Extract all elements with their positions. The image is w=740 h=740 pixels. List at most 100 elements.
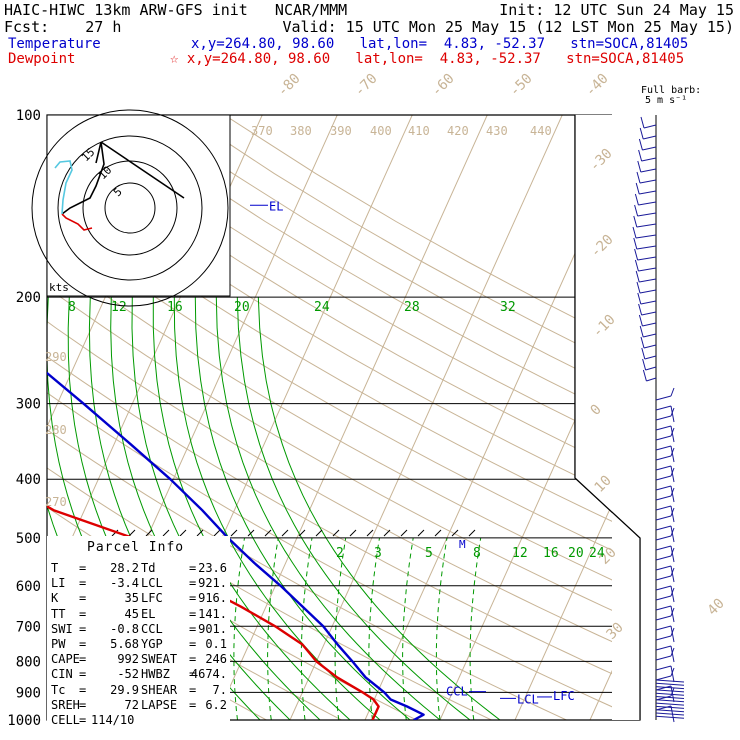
el-label: EL <box>269 199 283 213</box>
wind-barb <box>655 467 675 481</box>
parcel-info-cell: = <box>79 697 87 712</box>
parcel-info-cell: 6.2 <box>205 697 227 712</box>
parcel-info-cell: Td <box>141 561 156 575</box>
parcel-info-cell: = <box>189 697 197 712</box>
theta-label: 410 <box>408 124 430 138</box>
parcel-info-row: TT = 45 EL = 141. <box>51 607 231 622</box>
parcel-info-cell: 4674. <box>190 667 227 682</box>
frame-mask <box>575 115 640 720</box>
parcel-info-cell: = <box>79 606 87 621</box>
theta-label: 390 <box>330 124 352 138</box>
parcel-info-cell: PW <box>51 637 66 651</box>
level-tick-mark <box>298 529 306 537</box>
level-tick-mark <box>128 529 136 537</box>
parcel-info-row: Tc = 29.9 SHEAR = 7. <box>51 683 231 698</box>
level-tick-mark <box>230 529 238 537</box>
mixing-ratio-label: 3 <box>374 546 382 561</box>
parcel-info-cell: LFC <box>141 591 163 606</box>
parcel-info-cell: T <box>51 561 59 575</box>
wind-barb <box>638 314 657 327</box>
moist-adiabat-label: 32 <box>500 300 516 315</box>
hodograph-trace-cyan <box>54 160 73 215</box>
wind-barb <box>655 525 675 543</box>
wind-barb <box>642 358 657 371</box>
valid-time: Valid: 15 UTC Mon 25 May 15 (12 LST Mon … <box>282 18 734 36</box>
hodograph-box <box>46 114 231 297</box>
wind-barb <box>655 585 675 603</box>
level-tick-mark <box>349 529 357 537</box>
init-time: Init: 12 UTC Sun 24 May 15 <box>499 1 734 19</box>
parcel-info-cell: SWEAT <box>141 652 178 667</box>
wind-barb <box>655 665 675 683</box>
isotherm-label: 40 <box>705 596 728 619</box>
parcel-info-cell: = <box>79 561 87 575</box>
pressure-tick-label: 1000 <box>7 713 41 729</box>
theta-label: 400 <box>370 124 392 138</box>
parcel-info-panel: Parcel Info T = 28.2 Td = 23.6 LI = -3.4 LCL = 921.… <box>47 536 231 728</box>
dry-adiabat-line <box>47 253 612 581</box>
parcel-info-row: K = 35 LFC = 916. <box>51 591 231 606</box>
isotherm-label: -40 <box>583 71 612 100</box>
wind-barb <box>655 647 675 661</box>
parcel-info-cell: = <box>79 682 87 697</box>
pressure-tick-label: 500 <box>16 531 41 547</box>
wind-barb <box>655 547 675 561</box>
wind-barb <box>655 627 675 641</box>
moist-adiabat-label: 20 <box>234 300 250 315</box>
mixing-ratio-line <box>435 537 448 720</box>
parcel-info-cell: -0.8 <box>110 621 139 636</box>
wind-barb <box>655 407 675 421</box>
wind-barb <box>655 507 675 521</box>
parcel-info-cell: TT <box>51 606 66 621</box>
parcel-info-cell: = <box>189 621 197 636</box>
wind-barb <box>638 138 657 151</box>
theta-label: 380 <box>290 124 312 138</box>
wind-barb <box>655 667 675 681</box>
ccl-label: CCL <box>446 685 468 699</box>
parcel-info-row: CELL = 114/10 <box>51 713 231 728</box>
parcel-info-cell: SHEAR <box>141 682 178 697</box>
parcel-info-cell: = <box>189 576 197 591</box>
parcel-info-cell: CCL <box>141 621 163 636</box>
wind-barb <box>655 696 685 699</box>
wind-barb <box>641 347 657 360</box>
hodograph-ring <box>31 109 229 307</box>
level-tick-mark <box>366 529 374 537</box>
dry-adiabat-line <box>146 115 612 388</box>
wind-barb <box>655 689 685 693</box>
parcel-info-cell: 916. <box>198 591 227 606</box>
parcel-info-cell: = <box>79 591 87 606</box>
wind-barb <box>655 567 675 581</box>
parcel-info-cell: SREH <box>51 697 80 712</box>
isotherm-label: -80 <box>275 71 304 100</box>
level-tick-mark <box>417 529 425 537</box>
parcel-info-cell: 45 <box>124 606 139 621</box>
level-tick-mark <box>111 529 119 537</box>
parcel-info-cell: 7. <box>212 682 227 697</box>
theta-label-left: 270 <box>45 495 67 509</box>
wind-barb <box>655 505 675 523</box>
level-tick-mark <box>400 529 408 537</box>
parcel-info-cell: = <box>79 713 87 727</box>
wind-barb <box>655 607 675 621</box>
level-tick-mark <box>162 529 170 537</box>
level-tick-mark <box>145 529 153 537</box>
pressure-tick-label: 400 <box>16 472 41 488</box>
pressure-tick-label: 100 <box>16 108 41 124</box>
parcel-info-cell: -52 <box>117 667 139 682</box>
forecast-hour: Fcst: 27 h <box>4 18 122 36</box>
theta-label: 370 <box>251 124 273 138</box>
parcel-info-cell: 35 <box>124 591 139 606</box>
dry-adiabat-line <box>68 115 612 440</box>
parcel-info-row: T = 28.2 Td = 23.6 <box>51 561 231 576</box>
wind-barb <box>655 625 675 643</box>
parcel-info-cell: = <box>189 606 197 621</box>
lcl-label: LCL <box>517 692 539 706</box>
wind-barb <box>637 292 657 305</box>
wind-barb <box>655 712 685 716</box>
mixing-ratio-label: 24 <box>589 546 605 561</box>
wind-barb <box>655 686 685 690</box>
parcel-info-cell: SWI <box>51 621 73 636</box>
theta-label-left: 280 <box>45 423 67 437</box>
wind-barb <box>639 127 657 140</box>
